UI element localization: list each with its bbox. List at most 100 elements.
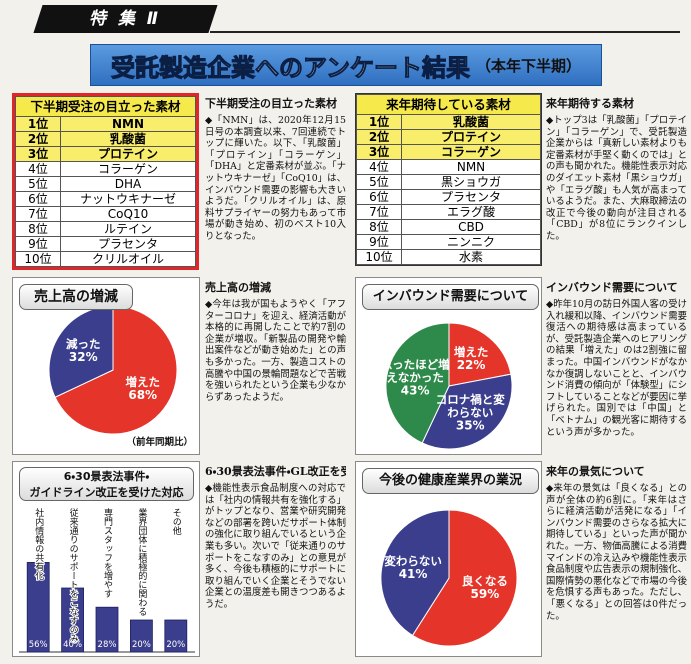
rank: 10位: [356, 249, 402, 265]
article-body: ◆機能性表示食品制度への対応では「社内の情報共有を強化する」がトップとなり、営業…: [205, 483, 346, 610]
bar: [130, 619, 153, 653]
slice-category: 変わらない: [384, 553, 442, 568]
item-name: ナットウキナーゼ: [60, 191, 196, 207]
bar: [26, 562, 50, 653]
item-name: プラセンタ: [60, 236, 196, 252]
article-heading: 下半期受注の目立った素材: [205, 97, 337, 110]
item-name: NMN: [60, 116, 196, 132]
item-name: エラグ酸: [401, 204, 541, 220]
table-header-row: 来年期待している素材: [356, 94, 541, 115]
slice-category: 良くなる: [461, 574, 508, 589]
bar-value-label: 28%: [98, 640, 117, 650]
rank: 9位: [356, 234, 402, 250]
table-row: 10位 クリルオイル: [15, 251, 196, 267]
rank: 6位: [356, 189, 402, 205]
item-name: 黒ショウガ: [401, 174, 541, 190]
table-row: 4位 コラーゲン: [15, 161, 196, 177]
ranking-table-frame: 下半期受注の目立った素材 1位 NMN 2位 乳酸菌 3位 プロテイン 4位 コラーゲン 5位 DH…: [12, 93, 199, 270]
table-row: 9位 プラセンタ: [15, 236, 196, 252]
rank: 1位: [356, 114, 402, 130]
slice-category: コロナ禍と変わらない: [435, 392, 505, 420]
bar-category-label: 専門スタッフを増やす: [102, 507, 113, 598]
article: 来年期待する素材 ◆トップ3は「乳酸菌」「プロテイン」「コラーゲン」で、受託製造企…: [546, 95, 687, 269]
item-name: コラーゲン: [60, 161, 196, 177]
ranking-table: 来年期待している素材 1位 乳酸菌 2位 プロテイン 3位 コラーゲン 4位 NMN 5位 黒ショウ…: [356, 94, 541, 265]
table-title: 下半期受注の目立った素材: [15, 96, 196, 117]
article: インバウンド需要について ◆昨年10月の訪日外国人客の受け入れ緩和以降、インバウン…: [546, 279, 687, 457]
bar: [61, 587, 84, 653]
item-name: プロテイン: [60, 146, 196, 162]
table-row: 1位 NMN: [15, 116, 196, 132]
article: 下半期受注の目立った素材 ◆「NMN」は、2020年12月15日号の本調査以来、7…: [205, 95, 346, 269]
bar-value-label: 20%: [132, 640, 151, 650]
chart: [385, 322, 513, 450]
slice-label: 思ったほど増えなかった 43%: [378, 357, 452, 398]
rank: 7位: [15, 206, 61, 222]
rank: 10位: [15, 251, 61, 267]
article-body: ◆昨年10月の訪日外国人客の受け入れ緩和以降、インバウンド需要復活への期待感は高…: [546, 299, 687, 438]
item-name: コラーゲン: [401, 144, 541, 160]
bar-category-label: その他: [171, 508, 182, 536]
item-name: DHA: [60, 176, 196, 192]
article-heading: 来年期待する素材: [546, 97, 634, 110]
table-row: 8位 CBD: [356, 219, 541, 235]
chart: [48, 305, 178, 435]
pie-slice: [421, 373, 513, 450]
chart-panel: 今後の健康産業界の業況 良くなる 59% 変わらない 41%: [355, 461, 542, 657]
chart-panel: 売上高の増減 増えた 68% 減った 32% （前年同期比）: [12, 277, 200, 455]
slice-label: 増えた 68%: [108, 375, 178, 402]
chart-panel: インバウンド需要について 増えた 22% コロナ禍と変わらない 35% 思ったほど増えなか…: [355, 277, 542, 455]
pie-slice: [54, 305, 178, 435]
item-name: ニンニク: [401, 234, 541, 250]
item-name: プロテイン: [401, 129, 541, 145]
bar-category-label: 業界団体に積極的に関わる: [136, 507, 147, 616]
table-row: 6位 プラセンタ: [356, 189, 541, 205]
slice-category: 思ったほど増えなかった: [380, 357, 450, 385]
bar-value-label: 56%: [29, 640, 48, 650]
table-row: 3位 コラーゲン: [356, 144, 541, 160]
table-row: 5位 DHA: [15, 176, 196, 192]
rank: 3位: [356, 144, 402, 160]
rank: 8位: [356, 219, 402, 235]
ranking-table: 下半期受注の目立った素材 1位 NMN 2位 乳酸菌 3位 プロテイン 4位 コラーゲン 5位 DH…: [15, 96, 196, 267]
item-name: プラセンタ: [401, 189, 541, 205]
page-subtitle: （本年下半期）: [476, 56, 582, 75]
slice-value-label: 68%: [128, 387, 158, 402]
slice-category: 増えた: [453, 345, 489, 360]
chart-panel: 社内情報の共有化 56% 従来通りのサポートをこなすのみ 40% 専門スタッフを増やす 2…: [12, 461, 200, 657]
article: 来年の景気について ◆来年の景気は「良くなる」との声が全体の約6割に。「来年はさら…: [546, 463, 687, 659]
bar-category-label: 社内情報の共有化: [33, 507, 44, 581]
bar: [95, 606, 119, 653]
table-row: 9位 ニンニク: [356, 234, 541, 250]
table-row: 4位 NMN: [356, 159, 541, 175]
article: 売上高の増減 ◆今年は我が国もようやく「アフターコロナ」を迎え、経済活動が本格的に…: [205, 279, 346, 457]
rank: 8位: [15, 221, 61, 237]
slice-label: コロナ禍と変わらない 35%: [433, 392, 507, 433]
rank: 6位: [15, 191, 61, 207]
table-row: 10位 水素: [356, 249, 541, 265]
chart-title-line: ガイドライン改正を受けた対応: [29, 486, 184, 499]
article: 6・30景表法事件・GL改正を受けた対応 ◆機能性表示食品制度への対応では「社内の…: [205, 463, 346, 659]
header-rule: [210, 31, 680, 33]
article-body: ◆今年は我が国もようやく「アフターコロナ」を迎え、経済活動が本格的に再開したこと…: [205, 299, 346, 403]
item-name: CBD: [401, 219, 541, 235]
rank: 4位: [356, 159, 402, 175]
article-heading: 6・30景表法事件・GL改正を受けた対応: [205, 465, 346, 478]
chart: [380, 509, 518, 647]
pie-slice: [380, 509, 450, 637]
chart-title: 今後の健康産業界の業況: [362, 468, 539, 494]
rank: 2位: [356, 129, 402, 145]
pie-slice: [448, 322, 512, 387]
table-row: 6位 ナットウキナーゼ: [15, 191, 196, 207]
table-row: 2位 プロテイン: [356, 129, 541, 145]
table-row: 7位 CoQ10: [15, 206, 196, 222]
title-band: 受託製造企業へのアンケート結果 （本年下半期）: [90, 44, 602, 86]
ranking-table-frame: 来年期待している素材 1位 乳酸菌 2位 プロテイン 3位 コラーゲン 4位 NMN 5位 黒ショウ…: [355, 93, 542, 266]
slice-label: 増えた 22%: [434, 346, 508, 372]
item-name: ルテイン: [60, 221, 196, 237]
rank: 1位: [15, 116, 61, 132]
slice-category: 減った: [66, 337, 101, 352]
article-heading: 売上高の増減: [205, 281, 271, 294]
